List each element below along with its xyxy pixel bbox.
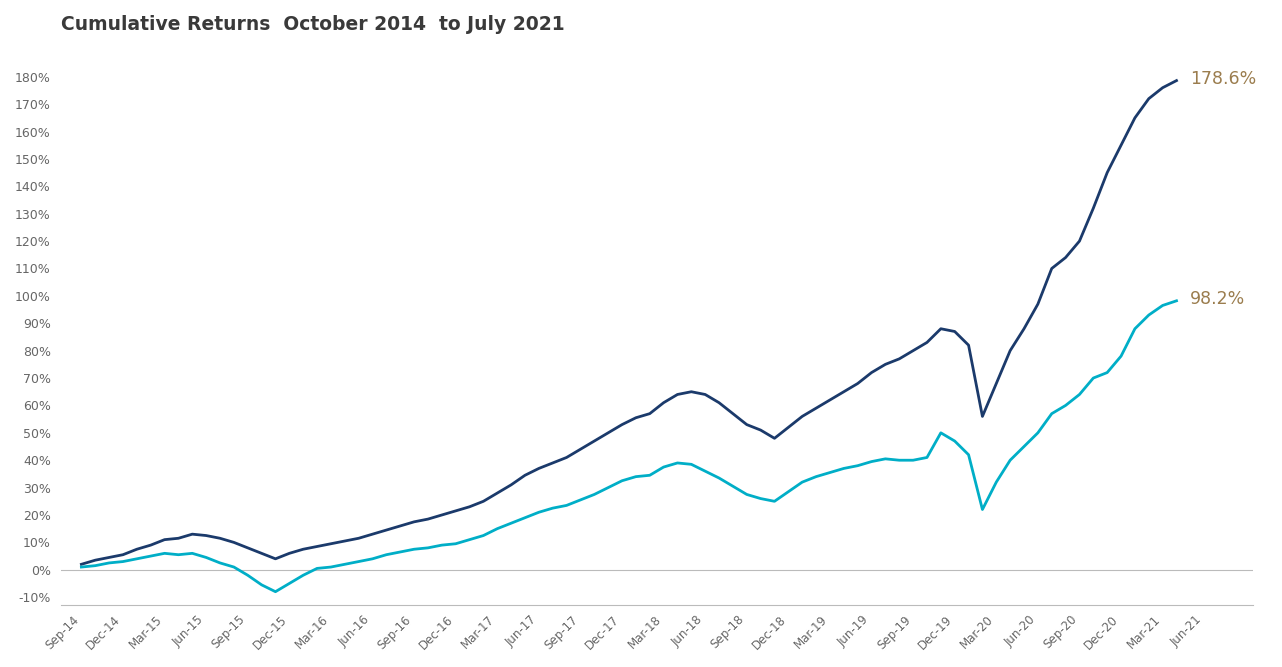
Text: Cumulative Returns  October 2014  to July 2021: Cumulative Returns October 2014 to July …: [60, 15, 564, 34]
Text: 98.2%: 98.2%: [1191, 290, 1246, 308]
Text: 178.6%: 178.6%: [1191, 70, 1256, 88]
